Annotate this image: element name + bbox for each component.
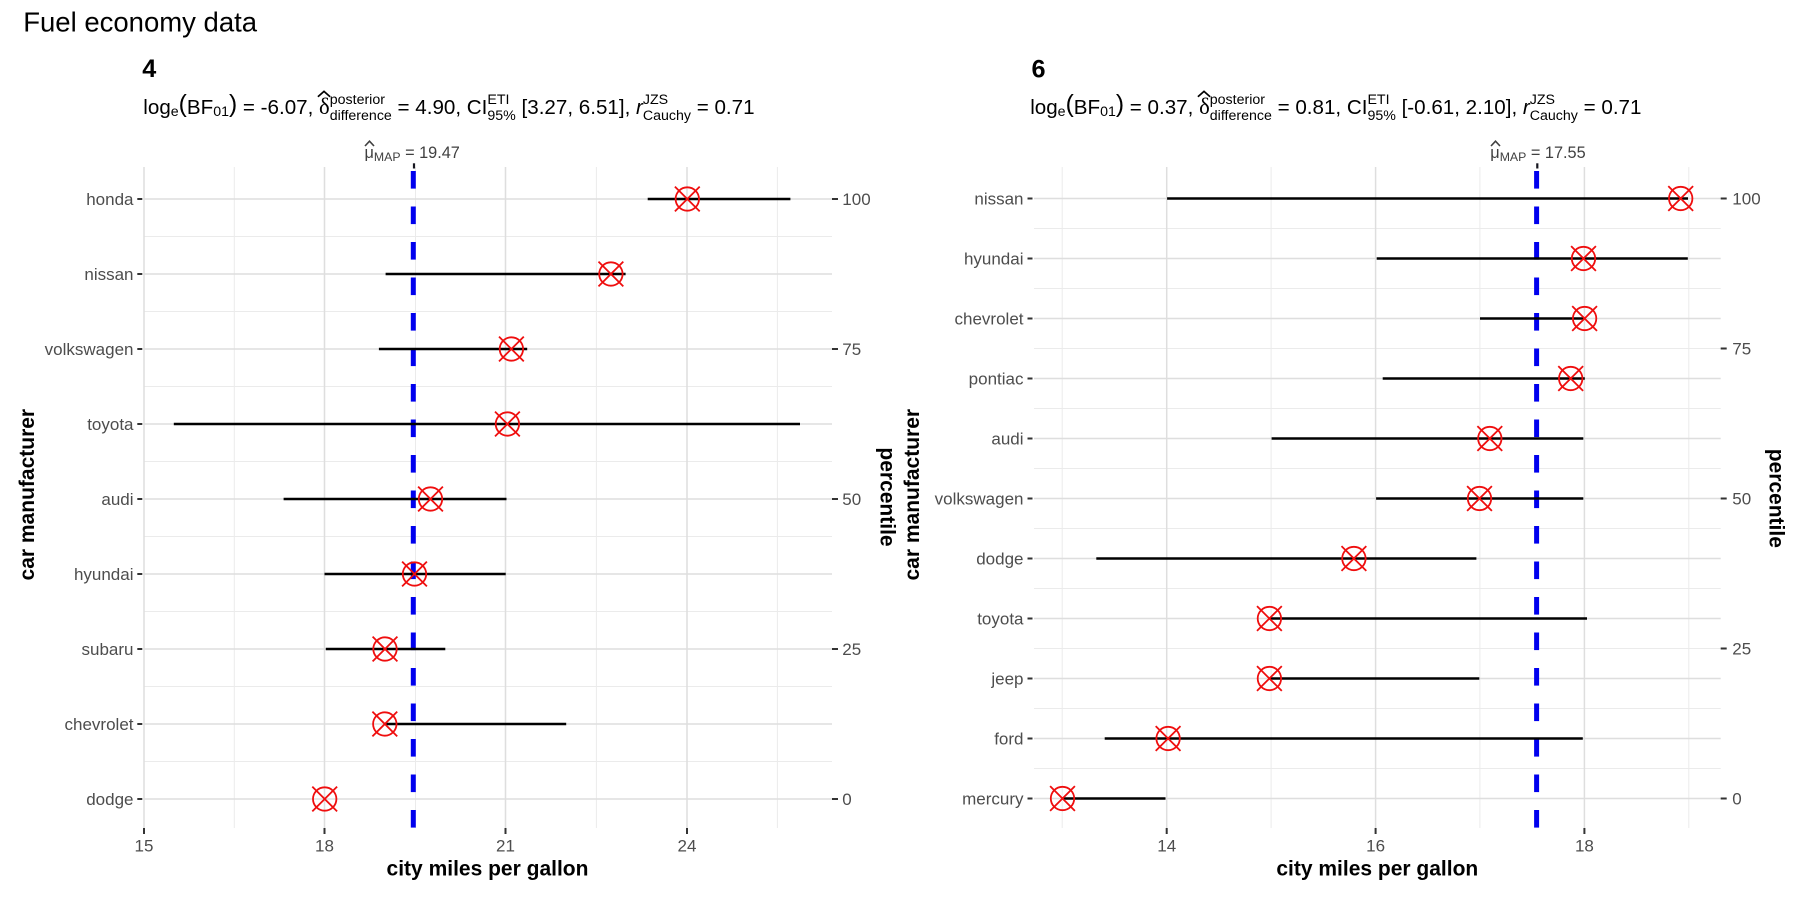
- svg-text:0: 0: [1732, 790, 1741, 809]
- svg-text:21: 21: [496, 836, 515, 855]
- svg-text:100: 100: [1732, 190, 1760, 209]
- svg-text:25: 25: [842, 640, 861, 659]
- svg-text:hyundai: hyundai: [74, 565, 134, 584]
- svg-text:0: 0: [842, 790, 851, 809]
- svg-text:pontiac: pontiac: [969, 370, 1024, 389]
- svg-text:chevrolet: chevrolet: [65, 715, 134, 734]
- svg-text:audi: audi: [991, 430, 1023, 449]
- svg-text:75: 75: [842, 340, 861, 359]
- svg-text:ford: ford: [994, 730, 1023, 749]
- svg-text:percentile: percentile: [1764, 449, 1787, 548]
- svg-text:city miles per gallon: city miles per gallon: [387, 858, 589, 881]
- svg-text:audi: audi: [101, 490, 133, 509]
- svg-text:toyota: toyota: [977, 610, 1024, 629]
- svg-text:24: 24: [678, 836, 697, 855]
- svg-text:volkswagen: volkswagen: [935, 490, 1024, 509]
- svg-text:dodge: dodge: [86, 790, 133, 809]
- svg-text:jeep: jeep: [990, 670, 1023, 689]
- svg-text:15: 15: [135, 836, 154, 855]
- svg-text:100: 100: [842, 190, 870, 209]
- svg-text:nissan: nissan: [84, 265, 133, 284]
- svg-text:chevrolet: chevrolet: [955, 310, 1024, 329]
- svg-text:75: 75: [1732, 340, 1751, 359]
- svg-text:Fuel economy data: Fuel economy data: [23, 7, 258, 38]
- svg-text:car manufacturer: car manufacturer: [16, 409, 39, 581]
- svg-text:percentile: percentile: [876, 447, 899, 546]
- svg-text:16: 16: [1366, 836, 1385, 855]
- svg-text:50: 50: [842, 490, 861, 509]
- svg-text:nissan: nissan: [974, 190, 1023, 209]
- svg-text:50: 50: [1732, 490, 1751, 509]
- svg-text:6: 6: [1032, 55, 1046, 83]
- svg-text:hyundai: hyundai: [964, 250, 1024, 269]
- svg-text:dodge: dodge: [976, 550, 1023, 569]
- svg-text:volkswagen: volkswagen: [45, 340, 134, 359]
- svg-text:subaru: subaru: [82, 640, 134, 659]
- svg-text:25: 25: [1732, 640, 1751, 659]
- svg-text:mercury: mercury: [962, 790, 1024, 809]
- svg-text:18: 18: [1575, 836, 1594, 855]
- svg-text:4: 4: [142, 55, 156, 83]
- svg-text:14: 14: [1157, 836, 1176, 855]
- svg-text:car manufacturer: car manufacturer: [901, 409, 924, 581]
- svg-text:city miles per gallon: city miles per gallon: [1276, 858, 1478, 881]
- svg-text:toyota: toyota: [87, 415, 134, 434]
- svg-text:honda: honda: [86, 190, 134, 209]
- svg-text:18: 18: [315, 836, 334, 855]
